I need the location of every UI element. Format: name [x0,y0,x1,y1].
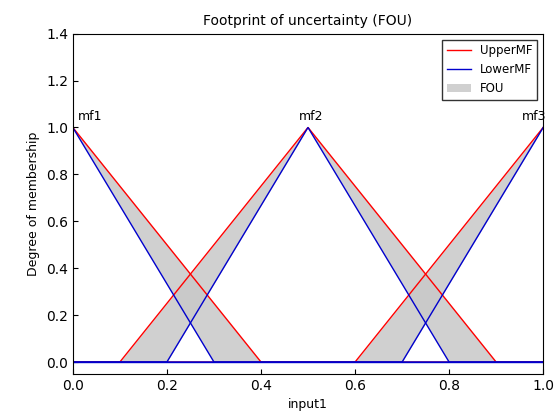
Text: mf2: mf2 [298,110,323,123]
Title: Footprint of uncertainty (FOU): Footprint of uncertainty (FOU) [203,14,413,28]
Text: mf3: mf3 [522,110,547,123]
Y-axis label: Degree of membership: Degree of membership [27,131,40,276]
Legend: UpperMF, LowerMF, FOU: UpperMF, LowerMF, FOU [442,39,537,100]
Text: mf1: mf1 [77,110,102,123]
X-axis label: input1: input1 [288,398,328,411]
